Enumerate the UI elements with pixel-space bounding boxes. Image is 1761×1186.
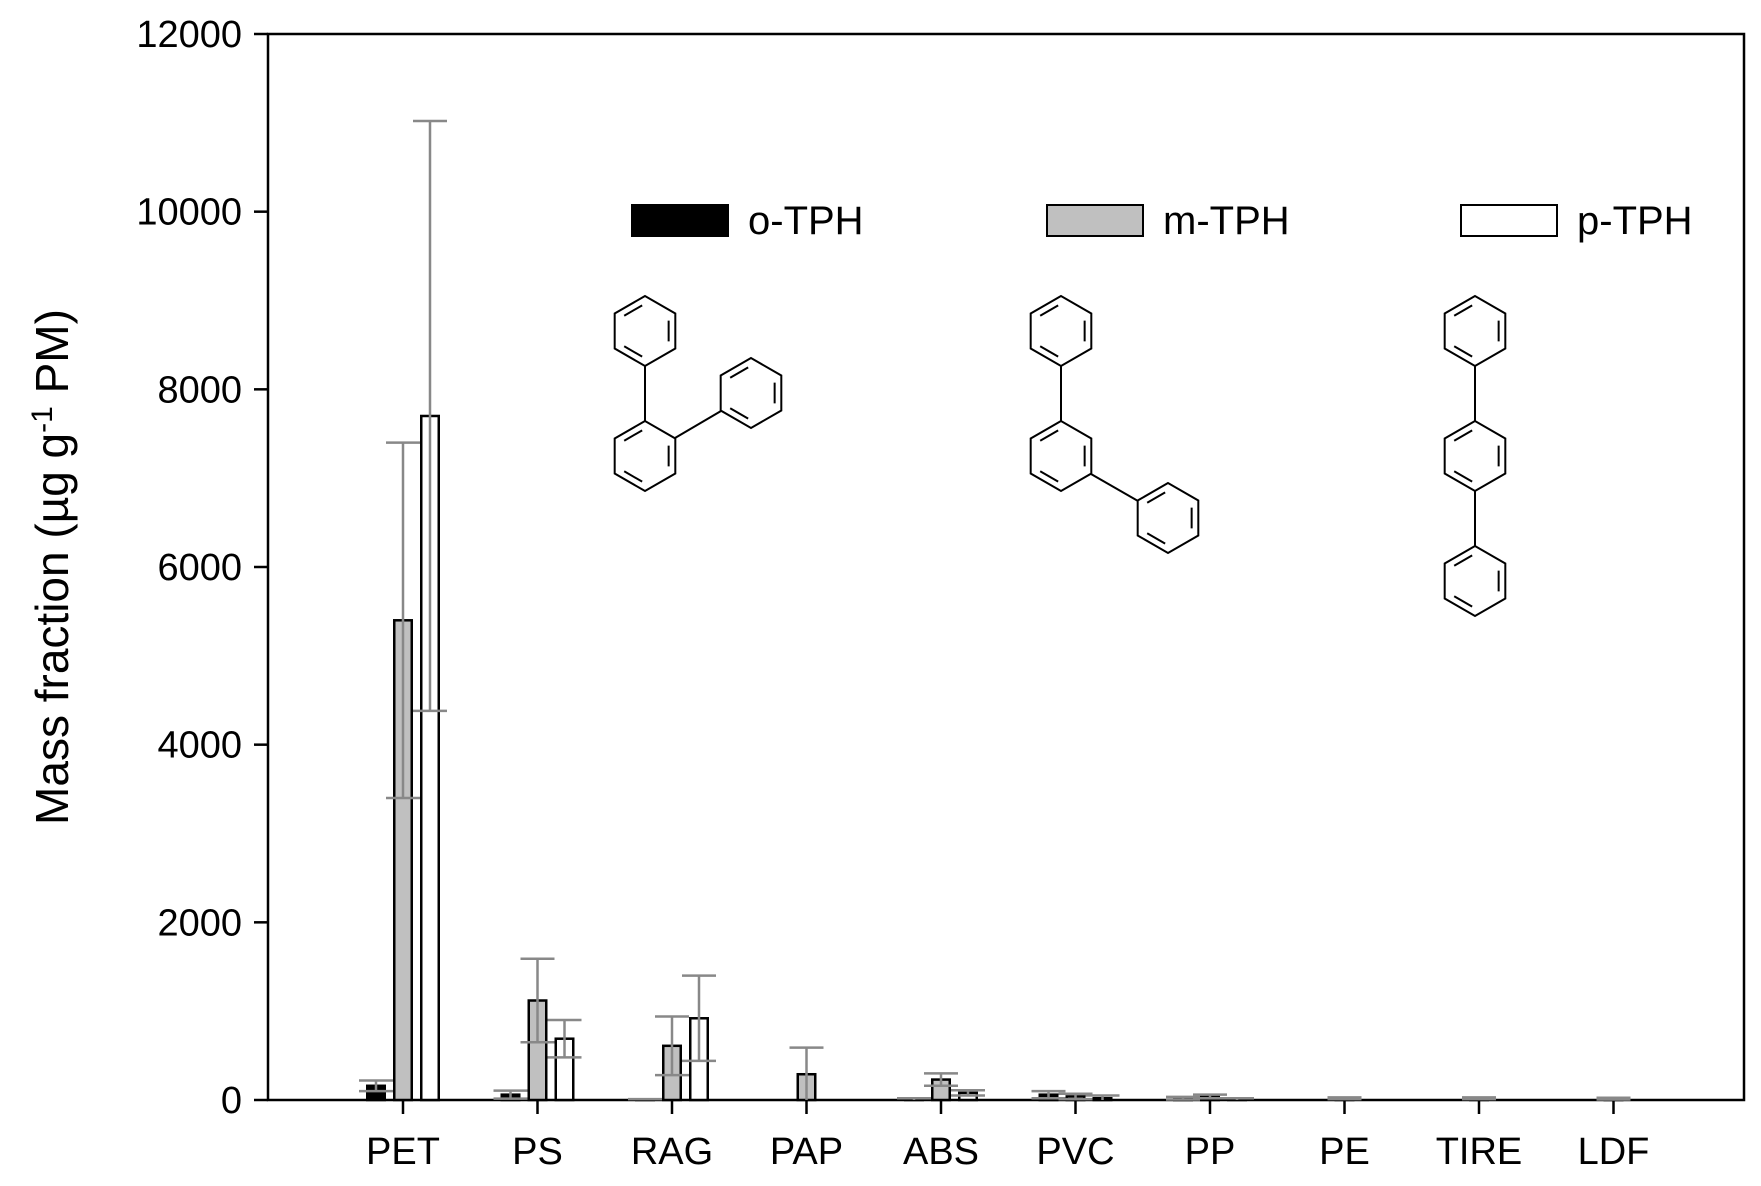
y-tick-label: 4000 — [157, 725, 242, 767]
m-terphenyl-structure-icon — [1029, 294, 1200, 555]
legend-label-o-tph: o-TPH — [748, 199, 864, 243]
double-bond — [623, 429, 643, 442]
y-axis-title: Mass fraction (µg g-1 PM) — [26, 309, 78, 825]
benzene-ring — [1443, 294, 1507, 368]
y-tick-label: 8000 — [157, 369, 242, 411]
double-bond — [1146, 491, 1166, 504]
y-tick-label: 10000 — [136, 192, 242, 234]
y-tick-label: 2000 — [157, 902, 242, 944]
benzene-ring — [719, 356, 783, 430]
double-bond — [729, 407, 749, 420]
double-bond — [1453, 429, 1473, 442]
double-bond — [1453, 554, 1473, 567]
legend-label-p-tph: p-TPH — [1577, 199, 1693, 243]
x-tick-label-ldf: LDF — [1578, 1131, 1650, 1173]
bar-series — [366, 414, 1624, 1102]
y-tick-label: 12000 — [136, 14, 242, 56]
double-bond — [623, 470, 643, 483]
benzene-ring — [1136, 481, 1200, 555]
double-bond — [1039, 304, 1059, 317]
double-bond — [1453, 595, 1473, 608]
double-bond — [1039, 345, 1059, 358]
x-tick-label-pap: PAP — [770, 1131, 843, 1173]
y-axis: 0 2000 4000 6000 8000 10000 12000 — [136, 14, 268, 1122]
double-bond — [623, 304, 643, 317]
legend-swatch-o-tph — [631, 204, 729, 237]
legend-swatch-m-tph — [1046, 204, 1144, 237]
double-bond — [1453, 304, 1473, 317]
benzene-ring — [613, 419, 677, 493]
x-tick-label-tire: TIRE — [1436, 1131, 1523, 1173]
benzene-ring — [613, 294, 677, 368]
legend-swatch-p-tph — [1460, 204, 1558, 237]
y-tick-label: 0 — [221, 1080, 242, 1122]
benzene-ring — [1443, 544, 1507, 618]
x-tick-label-pp: PP — [1185, 1131, 1236, 1173]
x-tick-label-pvc: PVC — [1036, 1131, 1114, 1173]
double-bond — [623, 345, 643, 358]
x-tick-label-ps: PS — [512, 1131, 563, 1173]
double-bond — [1453, 345, 1473, 358]
error-bars — [359, 119, 1631, 1101]
x-tick-label-rag: RAG — [631, 1131, 713, 1173]
legend-item-o-tph: o-TPH — [631, 199, 864, 243]
legend-item-p-tph: p-TPH — [1460, 199, 1693, 243]
x-tick-label-pe: PE — [1319, 1131, 1370, 1173]
double-bond — [1453, 470, 1473, 483]
double-bond — [1146, 532, 1166, 545]
x-tick-label-abs: ABS — [903, 1131, 979, 1173]
benzene-ring — [1443, 419, 1507, 493]
x-tick-label-pet: PET — [366, 1131, 440, 1173]
double-bond — [1039, 470, 1059, 483]
o-terphenyl-structure-icon — [613, 294, 783, 493]
benzene-ring — [1029, 419, 1093, 493]
y-tick-label: 6000 — [157, 547, 242, 589]
legend: o-TPH m-TPH p-TPH — [631, 199, 1693, 243]
single-bond — [1090, 473, 1139, 502]
double-bond — [1039, 429, 1059, 442]
plot-frame — [266, 32, 1746, 1102]
p-terphenyl-structure-icon — [1443, 294, 1507, 618]
x-axis: PET PS RAG PAP ABS PVC PP PE TIRE LDF — [366, 1100, 1649, 1173]
double-bond — [729, 366, 749, 379]
legend-item-m-tph: m-TPH — [1046, 199, 1290, 243]
single-bond — [674, 410, 722, 439]
legend-label-m-tph: m-TPH — [1163, 199, 1290, 243]
benzene-ring — [1029, 294, 1093, 368]
